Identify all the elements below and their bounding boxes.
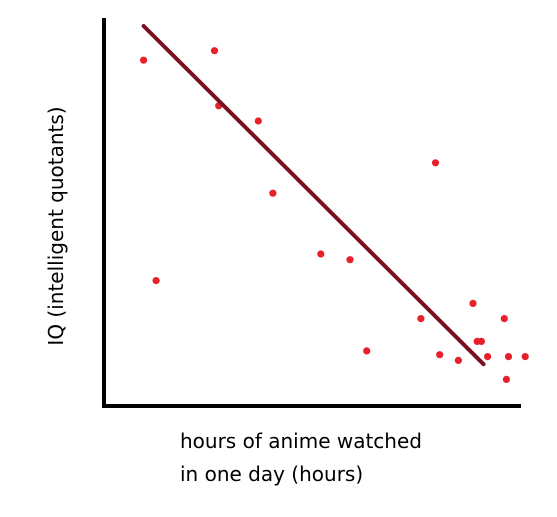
data-point [502, 375, 510, 383]
x-axis-label-line-1: hours of anime watched [180, 429, 422, 453]
data-point [521, 353, 529, 361]
data-point [431, 159, 440, 167]
data-point [454, 356, 462, 364]
data-point [140, 56, 148, 64]
trend-line [141, 24, 486, 367]
data-point [269, 189, 277, 197]
data-point [152, 277, 160, 285]
data-point [317, 250, 325, 258]
data-point [346, 256, 354, 264]
x-axis-label-line-2: in one day (hours) [180, 462, 363, 486]
data-points [140, 47, 529, 383]
data-point [363, 347, 371, 355]
data-point [500, 315, 508, 323]
data-point [254, 117, 262, 125]
y-axis-label: IQ (intelligent quotants) [44, 106, 68, 345]
data-point [436, 351, 444, 359]
data-point [477, 337, 485, 345]
data-point [504, 353, 513, 361]
data-point [417, 315, 425, 323]
data-point [484, 353, 492, 361]
data-point [469, 299, 477, 307]
data-point [210, 47, 219, 55]
plot-area [102, 18, 529, 408]
